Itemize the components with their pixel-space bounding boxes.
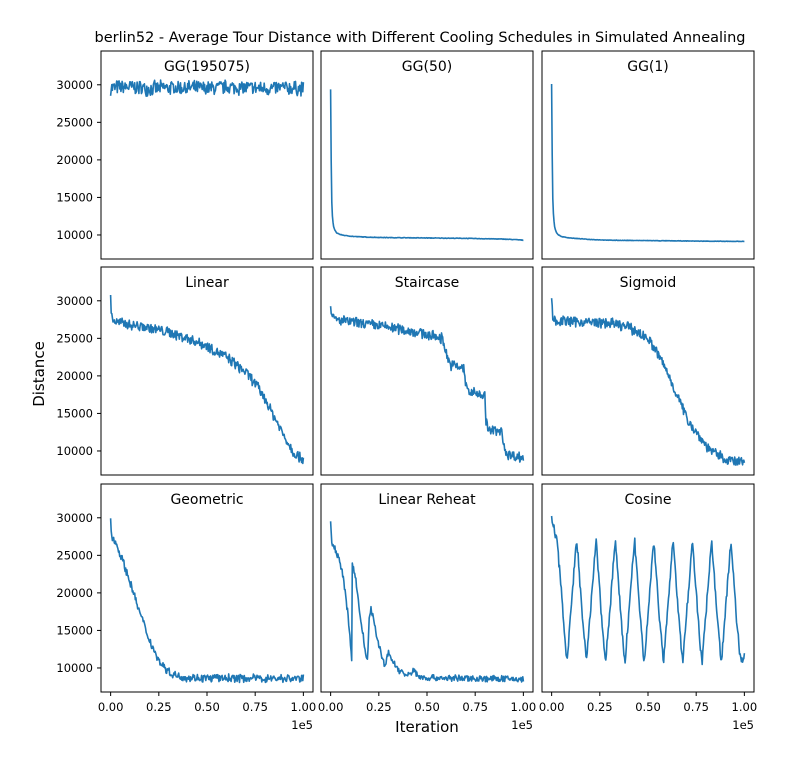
series-line <box>329 521 525 683</box>
y-tick-label: 20000 <box>56 153 93 167</box>
series-line <box>109 79 305 97</box>
figure-title: berlin52 - Average Tour Distance with Di… <box>95 30 746 46</box>
y-tick-label: 30000 <box>56 294 93 308</box>
y-tick-label: 10000 <box>56 661 93 675</box>
axes-frame <box>100 483 314 693</box>
y-tick-label: 10000 <box>56 444 93 458</box>
subplot-geometric: Geometric 10000 15000 20000 25000 30000 0.00 0.… <box>56 483 317 732</box>
y-tick-label: 25000 <box>56 115 93 129</box>
x-tick-label: 0.50 <box>635 700 661 714</box>
series-line <box>550 515 746 666</box>
series-line <box>550 83 745 243</box>
x-tick-label: 0.50 <box>414 700 440 714</box>
subplot-gg-195075-: GG(195075) 10000 15000 20000 25000 30000 <box>56 50 314 260</box>
subplot-title: Sigmoid <box>620 275 677 291</box>
series-line <box>329 89 524 242</box>
y-tick-label: 20000 <box>56 586 93 600</box>
subplot-cosine: Cosine 0.00 0.25 0.50 0.75 1.00 1e5 <box>539 483 758 732</box>
subplot-title: Geometric <box>170 492 243 508</box>
x-tick-label: 0.25 <box>146 700 172 714</box>
y-tick-label: 15000 <box>56 623 93 637</box>
series-line <box>550 298 746 467</box>
x-tick-label: 0.25 <box>587 700 613 714</box>
series-line <box>329 306 525 463</box>
axes-frame <box>100 50 314 260</box>
subplot-gg-50-: GG(50) <box>320 50 534 260</box>
y-axis-label: Distance <box>30 341 48 407</box>
subplot-title: GG(50) <box>402 59 452 75</box>
x-tick-label: 0.25 <box>366 700 392 714</box>
y-tick-label: 15000 <box>56 406 93 420</box>
axes-frame <box>100 266 314 476</box>
subplot-linear-reheat: Linear Reheat 0.00 0.25 0.50 0.75 1.00 1e5 <box>318 483 537 732</box>
y-tick-label: 30000 <box>56 511 93 525</box>
y-tick-label: 10000 <box>56 228 93 242</box>
x-offset-label: 1e5 <box>511 718 533 732</box>
x-offset-label: 1e5 <box>732 718 754 732</box>
series-line <box>109 294 305 465</box>
x-tick-label: 0.75 <box>242 700 268 714</box>
subplot-title: Linear <box>185 275 229 291</box>
y-tick-label: 25000 <box>56 548 93 562</box>
subplot-title: Staircase <box>395 275 459 291</box>
subplot-gg-1-: GG(1) <box>541 50 755 260</box>
axes-frame <box>541 266 755 476</box>
x-tick-label: 0.75 <box>462 700 488 714</box>
y-tick-label: 15000 <box>56 190 93 204</box>
y-tick-label: 30000 <box>56 78 93 92</box>
axes-frame <box>541 483 755 693</box>
y-tick-label: 25000 <box>56 331 93 345</box>
subplot-title: GG(1) <box>627 59 669 75</box>
y-tick-label: 20000 <box>56 369 93 383</box>
x-tick-label: 1.00 <box>511 700 537 714</box>
subplot-title: GG(195075) <box>164 59 250 75</box>
x-tick-label: 0.00 <box>318 700 344 714</box>
subplot-linear: Linear 10000 15000 20000 25000 30000 <box>56 266 314 476</box>
x-tick-label: 1.00 <box>732 700 758 714</box>
axes-frame <box>541 50 755 260</box>
subplot-staircase: Staircase <box>320 266 534 476</box>
x-tick-label: 0.50 <box>194 700 220 714</box>
x-axis-label: Iteration <box>395 718 459 736</box>
x-tick-label: 0.00 <box>539 700 565 714</box>
subplot-grid: GG(195075) 10000 15000 20000 25000 30000 GG(50… <box>56 50 758 732</box>
axes-frame <box>320 266 534 476</box>
x-tick-label: 0.00 <box>98 700 124 714</box>
subplot-title: Linear Reheat <box>378 492 476 508</box>
series-line <box>109 518 305 684</box>
x-tick-label: 1.00 <box>291 700 317 714</box>
subplot-sigmoid: Sigmoid <box>541 266 755 476</box>
axes-frame <box>320 50 534 260</box>
x-tick-label: 0.75 <box>683 700 709 714</box>
subplot-title: Cosine <box>624 492 671 508</box>
x-offset-label: 1e5 <box>291 718 313 732</box>
